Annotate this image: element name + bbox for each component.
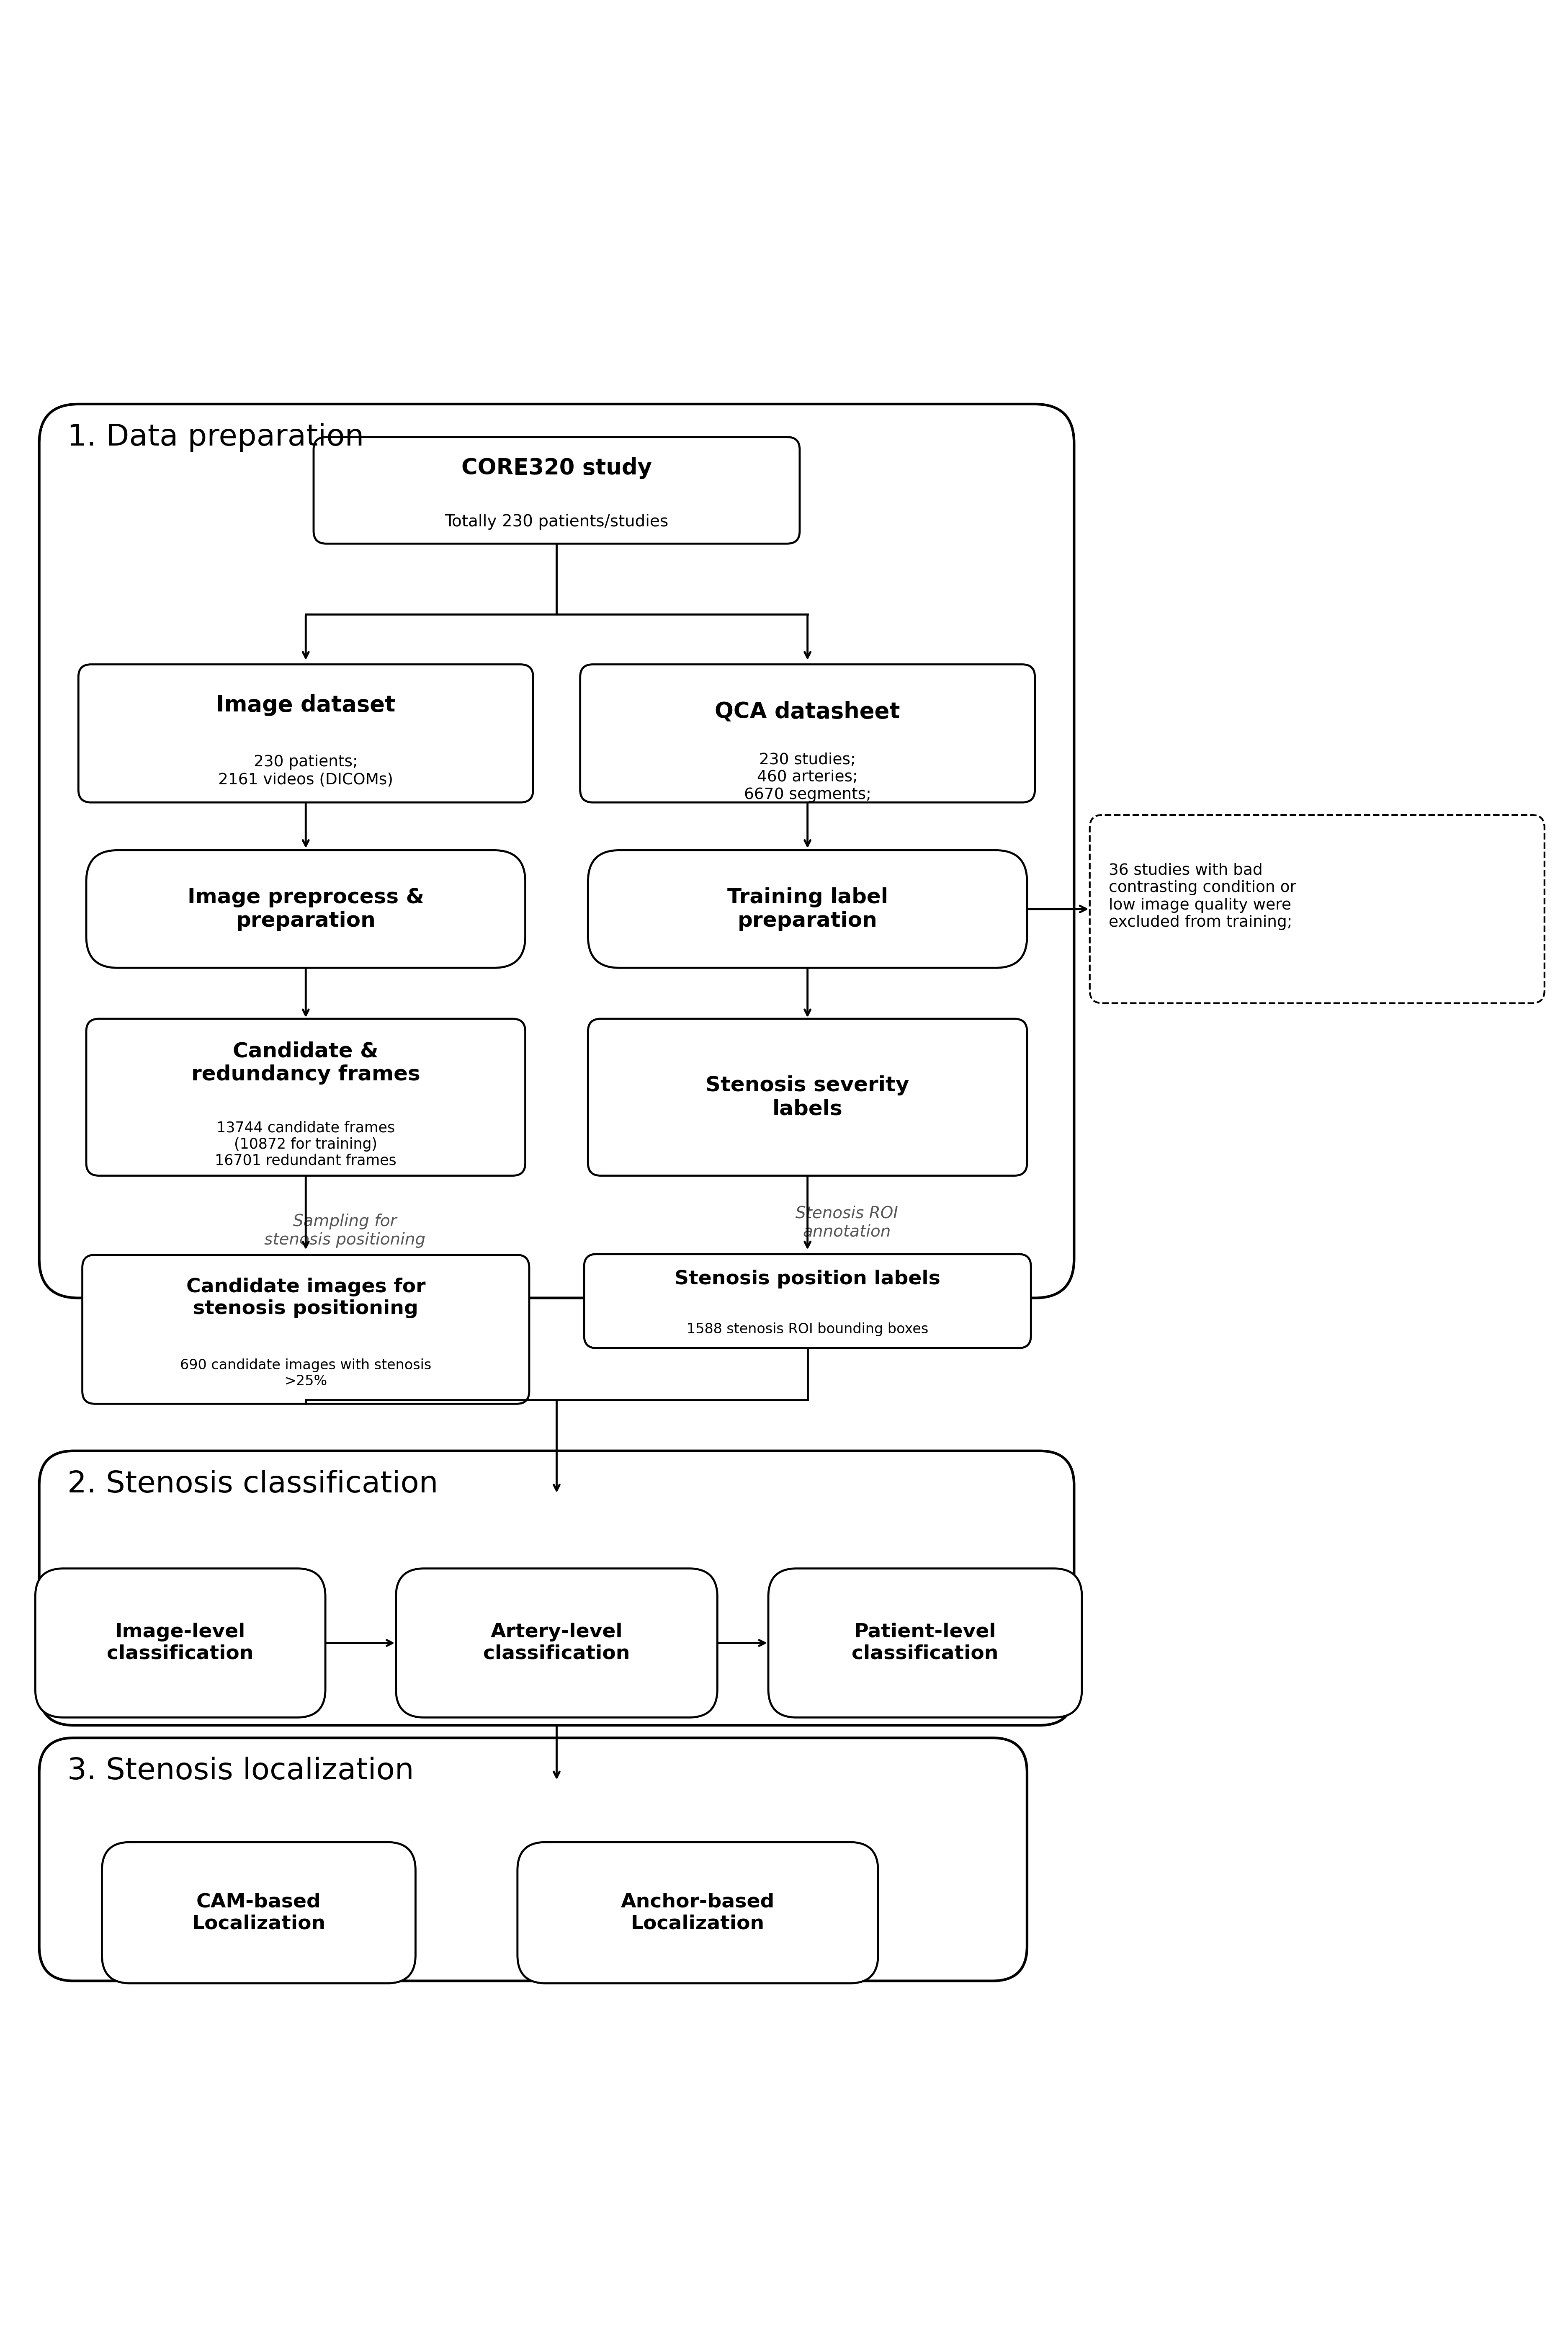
FancyBboxPatch shape	[39, 1738, 1027, 1982]
FancyBboxPatch shape	[517, 1843, 878, 1984]
Text: Training label
preparation: Training label preparation	[728, 886, 887, 931]
FancyBboxPatch shape	[102, 1843, 416, 1984]
FancyBboxPatch shape	[78, 664, 533, 802]
FancyBboxPatch shape	[86, 851, 525, 968]
FancyBboxPatch shape	[34, 1569, 326, 1717]
FancyBboxPatch shape	[583, 1255, 1032, 1348]
Text: Stenosis ROI
annotation: Stenosis ROI annotation	[795, 1205, 898, 1241]
Text: 230 patients;
2161 videos (DICOMs): 230 patients; 2161 videos (DICOMs)	[218, 755, 394, 788]
FancyBboxPatch shape	[588, 851, 1027, 968]
Text: CORE320 study: CORE320 study	[461, 457, 652, 478]
Text: Stenosis severity
labels: Stenosis severity labels	[706, 1076, 909, 1119]
Text: QCA datasheet: QCA datasheet	[715, 701, 900, 722]
Text: Candidate &
redundancy frames: Candidate & redundancy frames	[191, 1041, 420, 1083]
Text: Anchor-based
Localization: Anchor-based Localization	[621, 1892, 775, 1932]
Text: Sampling for
stenosis positioning: Sampling for stenosis positioning	[265, 1212, 425, 1248]
Text: Image dataset: Image dataset	[216, 694, 395, 715]
Text: 3. Stenosis localization: 3. Stenosis localization	[67, 1756, 414, 1785]
Text: Artery-level
classification: Artery-level classification	[483, 1623, 630, 1663]
Text: 2. Stenosis classification: 2. Stenosis classification	[67, 1470, 437, 1498]
FancyBboxPatch shape	[1090, 816, 1544, 1004]
Text: 36 studies with bad
contrasting condition or
low image quality were
excluded fro: 36 studies with bad contrasting conditio…	[1109, 863, 1297, 931]
Text: CAM-based
Localization: CAM-based Localization	[191, 1892, 326, 1932]
Text: 230 studies;
460 arteries;
6670 segments;: 230 studies; 460 arteries; 6670 segments…	[743, 753, 872, 802]
FancyBboxPatch shape	[86, 1018, 525, 1175]
Text: Stenosis position labels: Stenosis position labels	[674, 1269, 941, 1287]
Text: 1. Data preparation: 1. Data preparation	[67, 422, 364, 453]
FancyBboxPatch shape	[39, 1452, 1074, 1726]
FancyBboxPatch shape	[39, 403, 1074, 1299]
FancyBboxPatch shape	[82, 1255, 530, 1405]
FancyBboxPatch shape	[588, 1018, 1027, 1175]
FancyBboxPatch shape	[395, 1569, 718, 1717]
Text: Candidate images for
stenosis positioning: Candidate images for stenosis positionin…	[187, 1278, 425, 1318]
FancyBboxPatch shape	[768, 1569, 1082, 1717]
FancyBboxPatch shape	[314, 436, 800, 544]
Text: Image-level
classification: Image-level classification	[107, 1623, 254, 1663]
Text: Image preprocess &
preparation: Image preprocess & preparation	[188, 886, 423, 931]
Text: Totally 230 patients/studies: Totally 230 patients/studies	[445, 514, 668, 530]
Text: 690 candidate images with stenosis
>25%: 690 candidate images with stenosis >25%	[180, 1358, 431, 1388]
Text: Patient-level
classification: Patient-level classification	[851, 1623, 999, 1663]
FancyBboxPatch shape	[580, 664, 1035, 802]
Text: 13744 candidate frames
(10872 for training)
16701 redundant frames: 13744 candidate frames (10872 for traini…	[215, 1121, 397, 1168]
Text: 1588 stenosis ROI bounding boxes: 1588 stenosis ROI bounding boxes	[687, 1323, 928, 1337]
